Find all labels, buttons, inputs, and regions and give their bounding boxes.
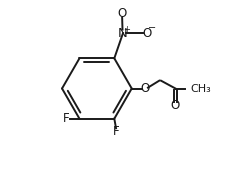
Text: O: O <box>141 27 150 40</box>
Text: O: O <box>140 82 149 95</box>
Text: O: O <box>117 7 126 20</box>
Text: F: F <box>63 112 70 125</box>
Text: CH₃: CH₃ <box>190 84 210 93</box>
Text: N: N <box>117 27 127 40</box>
Text: F: F <box>112 125 119 138</box>
Text: −: − <box>147 23 155 33</box>
Text: O: O <box>170 99 179 112</box>
Text: +: + <box>123 25 130 34</box>
